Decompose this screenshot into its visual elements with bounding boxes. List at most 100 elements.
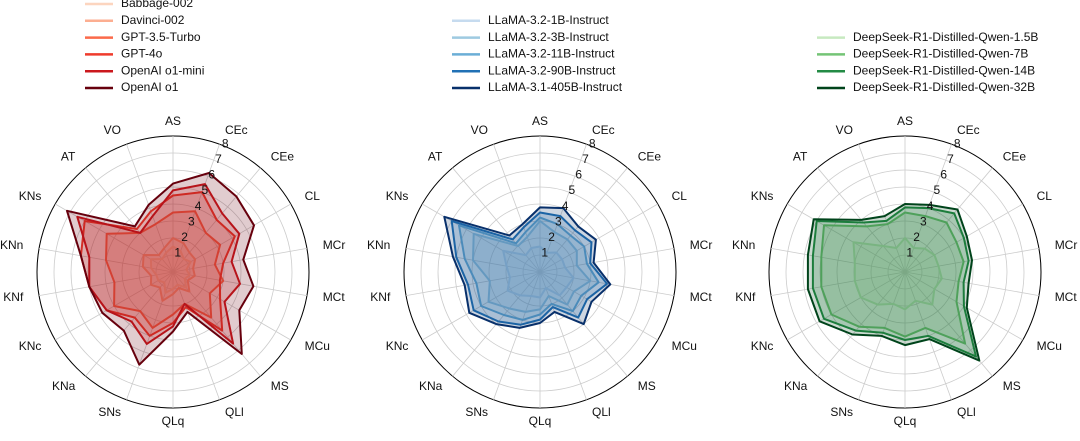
r-tick-label: 8 (222, 136, 229, 150)
legend-label: GPT-3.5-Turbo (121, 30, 201, 44)
axis-category-label: QLl (592, 405, 611, 419)
legend-label: LLaMA-3.2-1B-Instruct (488, 13, 609, 27)
legend-label: OpenAI o1 (121, 80, 179, 94)
axis-category-label: CEe (638, 149, 662, 163)
radar-area (443, 206, 612, 329)
axis-category-label: CL (1037, 189, 1053, 203)
spoke (770, 247, 906, 273)
radar-panel: AS CEc CEe CL MCr MCt MCu MS QLl QLq SNs KNa KNc KNf K… (0, 0, 345, 428)
legend-label: LLaMA-3.2-90B-Instruct (488, 63, 616, 77)
spoke (85, 271, 174, 377)
spoke (172, 247, 308, 273)
spoke (422, 203, 541, 273)
r-tick-label: 6 (940, 168, 947, 182)
r-tick-label: 7 (947, 152, 954, 166)
legend-label: LLaMA-3.2-3B-Instruct (488, 30, 609, 44)
r-tick-label: 8 (954, 136, 961, 150)
axis-category-label: QLq (529, 414, 552, 428)
spoke (405, 271, 541, 297)
radar-area (458, 216, 600, 321)
axis-category-label: KNs (751, 189, 774, 203)
axis-category-label: CEe (271, 149, 295, 163)
axis-category-label: KNc (19, 339, 42, 353)
axis-category-label: KNn (0, 238, 23, 252)
radar-area (472, 220, 592, 313)
spoke (904, 167, 993, 273)
legend-label: DeepSeek-R1-Distilled-Qwen-32B (853, 80, 1035, 94)
axis-category-label: KNs (386, 189, 409, 203)
spoke (787, 203, 906, 273)
axis-category-label: KNf (735, 290, 756, 304)
spoke (904, 271, 993, 377)
r-tick-label: 8 (589, 136, 596, 150)
spoke (539, 167, 628, 273)
r-tick-label: 7 (582, 152, 589, 166)
r-tick-label: 7 (215, 152, 222, 166)
legend-label: Davinci-002 (121, 13, 185, 27)
legend-label: DeepSeek-R1-Distilled-Qwen-7B (853, 47, 1028, 61)
radar-area (450, 211, 608, 326)
spoke (493, 144, 541, 273)
axis-category-label: SNs (98, 405, 121, 419)
r-tick-label: 5 (202, 183, 209, 197)
axis-category-label: AS (897, 114, 913, 128)
r-tick-label: 1 (906, 246, 913, 260)
r-tick-label: 1 (541, 246, 548, 260)
axis-category-label: MCr (323, 238, 346, 252)
r-tick-label: 5 (934, 183, 941, 197)
axis-category-label: SNs (830, 405, 853, 419)
axis-category-label: CL (672, 189, 688, 203)
spoke (817, 271, 906, 377)
axis-category-label: MCu (1037, 339, 1062, 353)
r-tick-label: 6 (208, 168, 215, 182)
radar-area (806, 203, 981, 362)
radar-area (811, 206, 977, 358)
spoke (539, 271, 587, 400)
spoke (172, 271, 291, 341)
r-tick-label: 3 (188, 214, 195, 228)
axis-category-label: MS (271, 379, 289, 393)
radar-area (66, 172, 255, 366)
legend-label: DeepSeek-R1-Distilled-Qwen-14B (853, 63, 1035, 77)
axis-category-label: MS (638, 379, 656, 393)
axis-category-label: QLl (225, 405, 244, 419)
axis-category-label: MCt (690, 290, 713, 304)
r-tick-label: 2 (548, 230, 555, 244)
radar-area (852, 237, 943, 311)
axis-category-label: MCr (690, 238, 713, 252)
axis-category-label: KNn (367, 238, 390, 252)
spoke (539, 203, 658, 273)
legend-label: DeepSeek-R1-Distilled-Qwen-1.5B (853, 30, 1038, 44)
axis-category-label: CEc (957, 123, 980, 137)
axis-category-label: MCt (1055, 290, 1078, 304)
radar-panel: AS CEc CEe CL MCr MCt MCu MS QLl QLq SNs KNa KNc KNf K… (732, 30, 1077, 428)
r-tick-label: 4 (562, 199, 569, 213)
radar-area (820, 211, 967, 345)
axis-category-label: KNa (784, 379, 808, 393)
radar-area (502, 245, 575, 299)
axis-category-label: KNc (751, 339, 774, 353)
radar-panel: AS CEc CEe CL MCr MCt MCu MS QLl QLq SNs KNa KNc KNf K… (367, 13, 712, 428)
axis-category-label: QLq (162, 414, 185, 428)
spoke (172, 271, 261, 377)
axis-category-label: AT (61, 149, 76, 163)
r-tick-label: 5 (569, 183, 576, 197)
axis-category-label: CEe (1003, 149, 1027, 163)
spoke (55, 203, 174, 273)
axis-category-label: MCu (672, 339, 697, 353)
legend-label: LLaMA-3.1-405B-Instruct (488, 80, 623, 94)
r-tick-label: 2 (181, 230, 188, 244)
spoke (172, 203, 291, 273)
r-tick-label: 4 (927, 199, 934, 213)
axis-category-label: KNc (386, 339, 409, 353)
spoke (858, 144, 906, 273)
axis-category-label: AT (428, 149, 443, 163)
legend-label: GPT-4o (121, 47, 163, 61)
r-tick-label: 2 (913, 230, 920, 244)
axis-category-label: AS (532, 114, 548, 128)
axis-category-label: SNs (465, 405, 488, 419)
axis-category-label: MCr (1055, 238, 1078, 252)
spoke (172, 271, 220, 400)
axis-category-label: AS (165, 114, 181, 128)
